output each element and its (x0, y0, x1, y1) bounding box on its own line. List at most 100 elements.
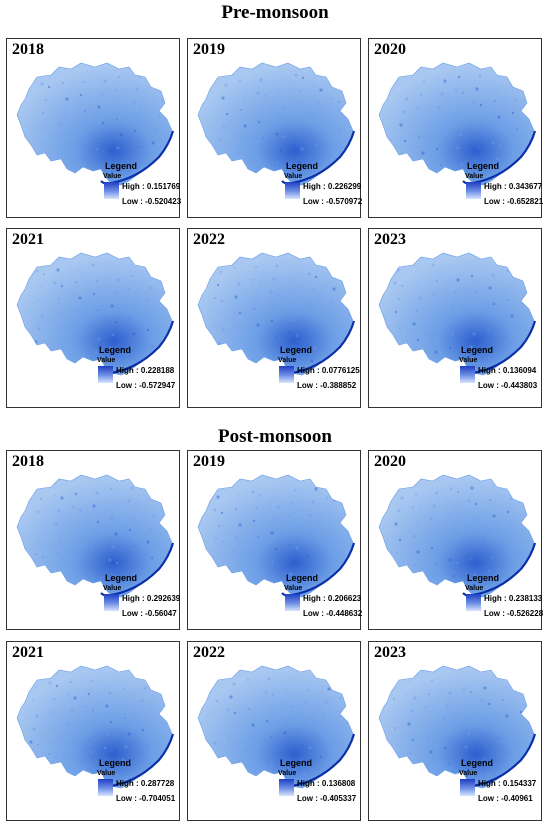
legend-title: Legend (280, 758, 313, 768)
year-label: 2023 (374, 231, 406, 248)
post-monsoon-title: Post-monsoon (217, 426, 332, 447)
legend-color-ramp (98, 779, 113, 796)
legend-low: Low : -0.526228 (484, 609, 544, 618)
legend-title: Legend (99, 758, 132, 768)
legend-low-value: -0.520423 (145, 197, 182, 206)
map-image (197, 62, 356, 186)
legend-high-value: 0.136808 (321, 779, 356, 788)
legend-value-label: Value (103, 173, 122, 180)
legend-low-value: -0.448632 (326, 609, 363, 618)
pre-panel-2020: 2020 Legend Value High : 0.343677 Low : … (368, 38, 544, 218)
legend-high-value: 0.151769 (146, 182, 181, 191)
legend-high: High : 0.206623 (303, 594, 362, 603)
pre-panel-2022: 2022 Legend Value High : 0.0776125 Low :… (187, 228, 361, 408)
legend-title: Legend (280, 345, 313, 355)
legend-color-ramp (466, 182, 481, 199)
legend-title: Legend (467, 161, 500, 171)
pre-panel-2023: 2023 Legend Value High : 0.136094 Low : … (368, 228, 542, 408)
legend-high: High : 0.151769 (122, 182, 181, 191)
legend-high-value: 0.136094 (502, 366, 537, 375)
legend-title: Legend (99, 345, 132, 355)
pre-monsoon-title: Pre-monsoon (221, 2, 329, 23)
legend-low-value: -0.388852 (320, 381, 357, 390)
legend-value-label: Value (465, 585, 484, 592)
map-image (16, 474, 175, 598)
legend-title: Legend (105, 161, 138, 171)
legend-color-ramp (285, 594, 300, 611)
year-label: 2018 (12, 41, 44, 58)
legend-high-value: 0.226299 (327, 182, 362, 191)
map-image (16, 62, 175, 186)
legend-high-value: 0.228188 (140, 366, 175, 375)
map-image (378, 252, 537, 376)
legend-low-value: -0.526228 (507, 609, 544, 618)
legend-low: Low : -0.56047 (122, 609, 177, 618)
legend-low-value: -0.443803 (501, 381, 538, 390)
legend-low: Low : -0.652821 (484, 197, 544, 206)
year-label: 2022 (193, 231, 225, 248)
legend-color-ramp (104, 182, 119, 199)
legend-high-value: 0.0776125 (321, 366, 360, 375)
map-image (378, 62, 537, 186)
legend-title: Legend (286, 161, 319, 171)
legend-low: Low : -0.40961 (478, 794, 533, 803)
legend-value-label: Value (459, 770, 478, 777)
legend-title: Legend (105, 573, 138, 583)
pre-panel-2021: 2021 Legend Value High : 0.228188 Low : … (6, 228, 180, 408)
post-panel-2020: 2020 Legend Value High : 0.238133 Low : … (368, 450, 544, 630)
legend-low: Low : -0.443803 (478, 381, 538, 390)
legend-color-ramp (279, 779, 294, 796)
legend-low: Low : -0.572947 (116, 381, 176, 390)
legend-high-value: 0.238133 (508, 594, 543, 603)
legend-low: Low : -0.570972 (303, 197, 363, 206)
legend-color-ramp (279, 366, 294, 383)
legend-low: Low : -0.520423 (122, 197, 182, 206)
map-image (197, 252, 356, 376)
map-image (16, 665, 175, 789)
legend-high: High : 0.0776125 (297, 366, 360, 375)
legend-title: Legend (467, 573, 500, 583)
pre-panel-2018: 2018 Legend Value High : 0.151769 Low : … (6, 38, 182, 218)
legend-value-label: Value (97, 770, 116, 777)
legend-value-label: Value (284, 585, 303, 592)
map-image (16, 252, 175, 376)
legend-high-value: 0.343677 (508, 182, 543, 191)
legend-value-label: Value (97, 357, 116, 364)
post-panel-2021: 2021 Legend Value High : 0.287728 Low : … (6, 641, 180, 821)
legend-high: High : 0.238133 (484, 594, 543, 603)
legend-low: Low : -0.388852 (297, 381, 357, 390)
legend-color-ramp (285, 182, 300, 199)
legend-low-value: -0.652821 (507, 197, 544, 206)
legend-value-label: Value (465, 173, 484, 180)
legend-high: High : 0.136094 (478, 366, 537, 375)
post-panel-2018: 2018 Legend Value High : 0.292639 Low : … (6, 450, 180, 630)
year-label: 2018 (12, 453, 44, 470)
legend-low-value: -0.40961 (501, 794, 533, 803)
legend-color-ramp (460, 366, 475, 383)
legend-high: High : 0.136808 (297, 779, 356, 788)
year-label: 2021 (12, 644, 44, 661)
legend-color-ramp (466, 594, 481, 611)
legend-color-ramp (98, 366, 113, 383)
map-image (197, 474, 356, 598)
legend-high: High : 0.228188 (116, 366, 175, 375)
legend-value-label: Value (278, 770, 297, 777)
year-label: 2023 (374, 644, 406, 661)
legend-high: High : 0.287728 (116, 779, 175, 788)
legend-high-value: 0.206623 (327, 594, 362, 603)
legend-low-value: -0.572947 (139, 381, 176, 390)
legend-low: Low : -0.405337 (297, 794, 357, 803)
legend-high: High : 0.343677 (484, 182, 543, 191)
legend-low-value: -0.570972 (326, 197, 363, 206)
legend-high: High : 0.226299 (303, 182, 362, 191)
legend-color-ramp (104, 594, 119, 611)
legend-high-value: 0.287728 (140, 779, 175, 788)
legend-color-ramp (460, 779, 475, 796)
legend-title: Legend (286, 573, 319, 583)
year-label: 2019 (193, 453, 225, 470)
legend-low-value: -0.704051 (139, 794, 176, 803)
legend-title: Legend (461, 758, 494, 768)
pre-panel-2019: 2019 Legend Value High : 0.226299 Low : … (187, 38, 363, 218)
map-image (197, 665, 356, 789)
post-panel-2023: 2023 Legend Value High : 0.154337 Low : … (368, 641, 542, 821)
